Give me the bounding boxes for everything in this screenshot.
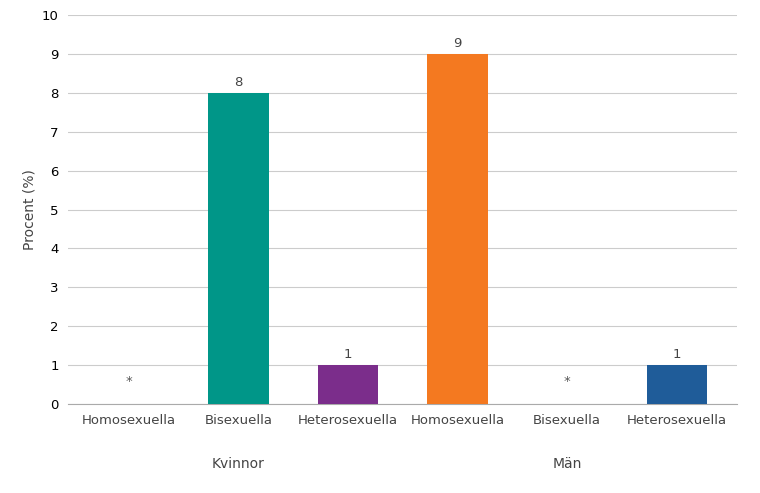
Text: *: * [125,375,132,388]
Bar [318,365,378,404]
Text: 8: 8 [234,76,242,89]
Bar [208,93,268,404]
Text: Män: Män [553,457,582,471]
Bar [427,54,488,404]
Text: Kvinnor: Kvinnor [212,457,265,471]
Text: *: * [564,375,571,388]
Text: 1: 1 [344,349,353,361]
Text: 9: 9 [454,37,462,50]
Y-axis label: Procent (%): Procent (%) [22,169,36,250]
Bar [647,365,707,404]
Text: 1: 1 [673,349,681,361]
